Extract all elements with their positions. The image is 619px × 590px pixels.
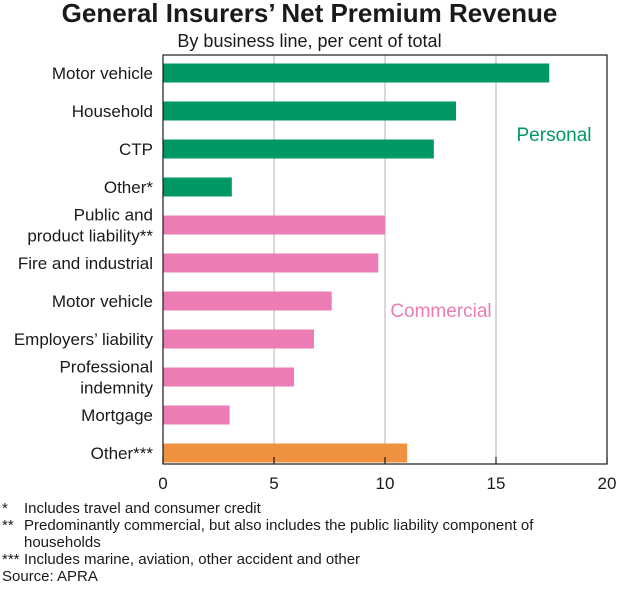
category-label: Other*** [91, 444, 154, 463]
bar-personal [163, 101, 457, 121]
footnote-2-marker: ** [2, 517, 14, 534]
footnote-3-text: Includes marine, aviation, other acciden… [24, 551, 361, 568]
category-label: product liability** [27, 227, 153, 246]
footnote-3: *** Includes marine, aviation, other acc… [2, 551, 612, 568]
category-label: Professional [59, 358, 153, 377]
category-label: Motor vehicle [52, 64, 153, 83]
chart-title: General Insurers’ Net Premium Revenue [61, 0, 558, 28]
category-label: Other* [104, 178, 154, 197]
x-tick-label: 20 [598, 474, 617, 493]
x-tick-label: 5 [269, 474, 278, 493]
footnote-3-marker: *** [2, 551, 20, 568]
source-note: Source: APRA [2, 568, 98, 585]
bar-commercial [163, 405, 230, 425]
group-label-commercial: Commercial [390, 301, 491, 322]
category-label: Motor vehicle [52, 292, 153, 311]
bar-personal [163, 177, 232, 197]
footnote-2: ** Predominantly commercial, but also in… [2, 517, 612, 551]
footnotes: * Includes travel and consumer credit **… [2, 500, 612, 585]
bar-commercial [163, 291, 332, 311]
category-label: Mortgage [81, 406, 153, 425]
bar-commercial [163, 367, 294, 387]
x-tick-label: 10 [376, 474, 395, 493]
category-label: CTP [119, 140, 153, 159]
bar-commercial [163, 329, 314, 349]
bar-personal [163, 139, 434, 159]
category-label: indemnity [80, 379, 153, 398]
bar-commercial [163, 253, 379, 273]
bar-commercial [163, 215, 385, 235]
bar-other [163, 443, 408, 463]
footnote-1: * Includes travel and consumer credit [2, 500, 612, 517]
footnote-1-text: Includes travel and consumer credit [24, 500, 261, 517]
group-label-personal: Personal [517, 125, 592, 146]
x-tick-label: 15 [487, 474, 506, 493]
category-label: Household [72, 102, 153, 121]
footnote-1-marker: * [2, 500, 8, 517]
x-tick-label: 0 [158, 474, 167, 493]
category-label: Fire and industrial [18, 254, 153, 273]
category-label: Employers’ liability [14, 330, 154, 349]
chart-subtitle: By business line, per cent of total [177, 31, 442, 51]
bar-personal [163, 63, 550, 83]
bar-chart: Motor vehicle Household CTP Other* Public an… [14, 54, 617, 493]
footnote-2-text: Predominantly commercial, but also inclu… [24, 517, 534, 551]
category-label: Public and [74, 206, 153, 225]
